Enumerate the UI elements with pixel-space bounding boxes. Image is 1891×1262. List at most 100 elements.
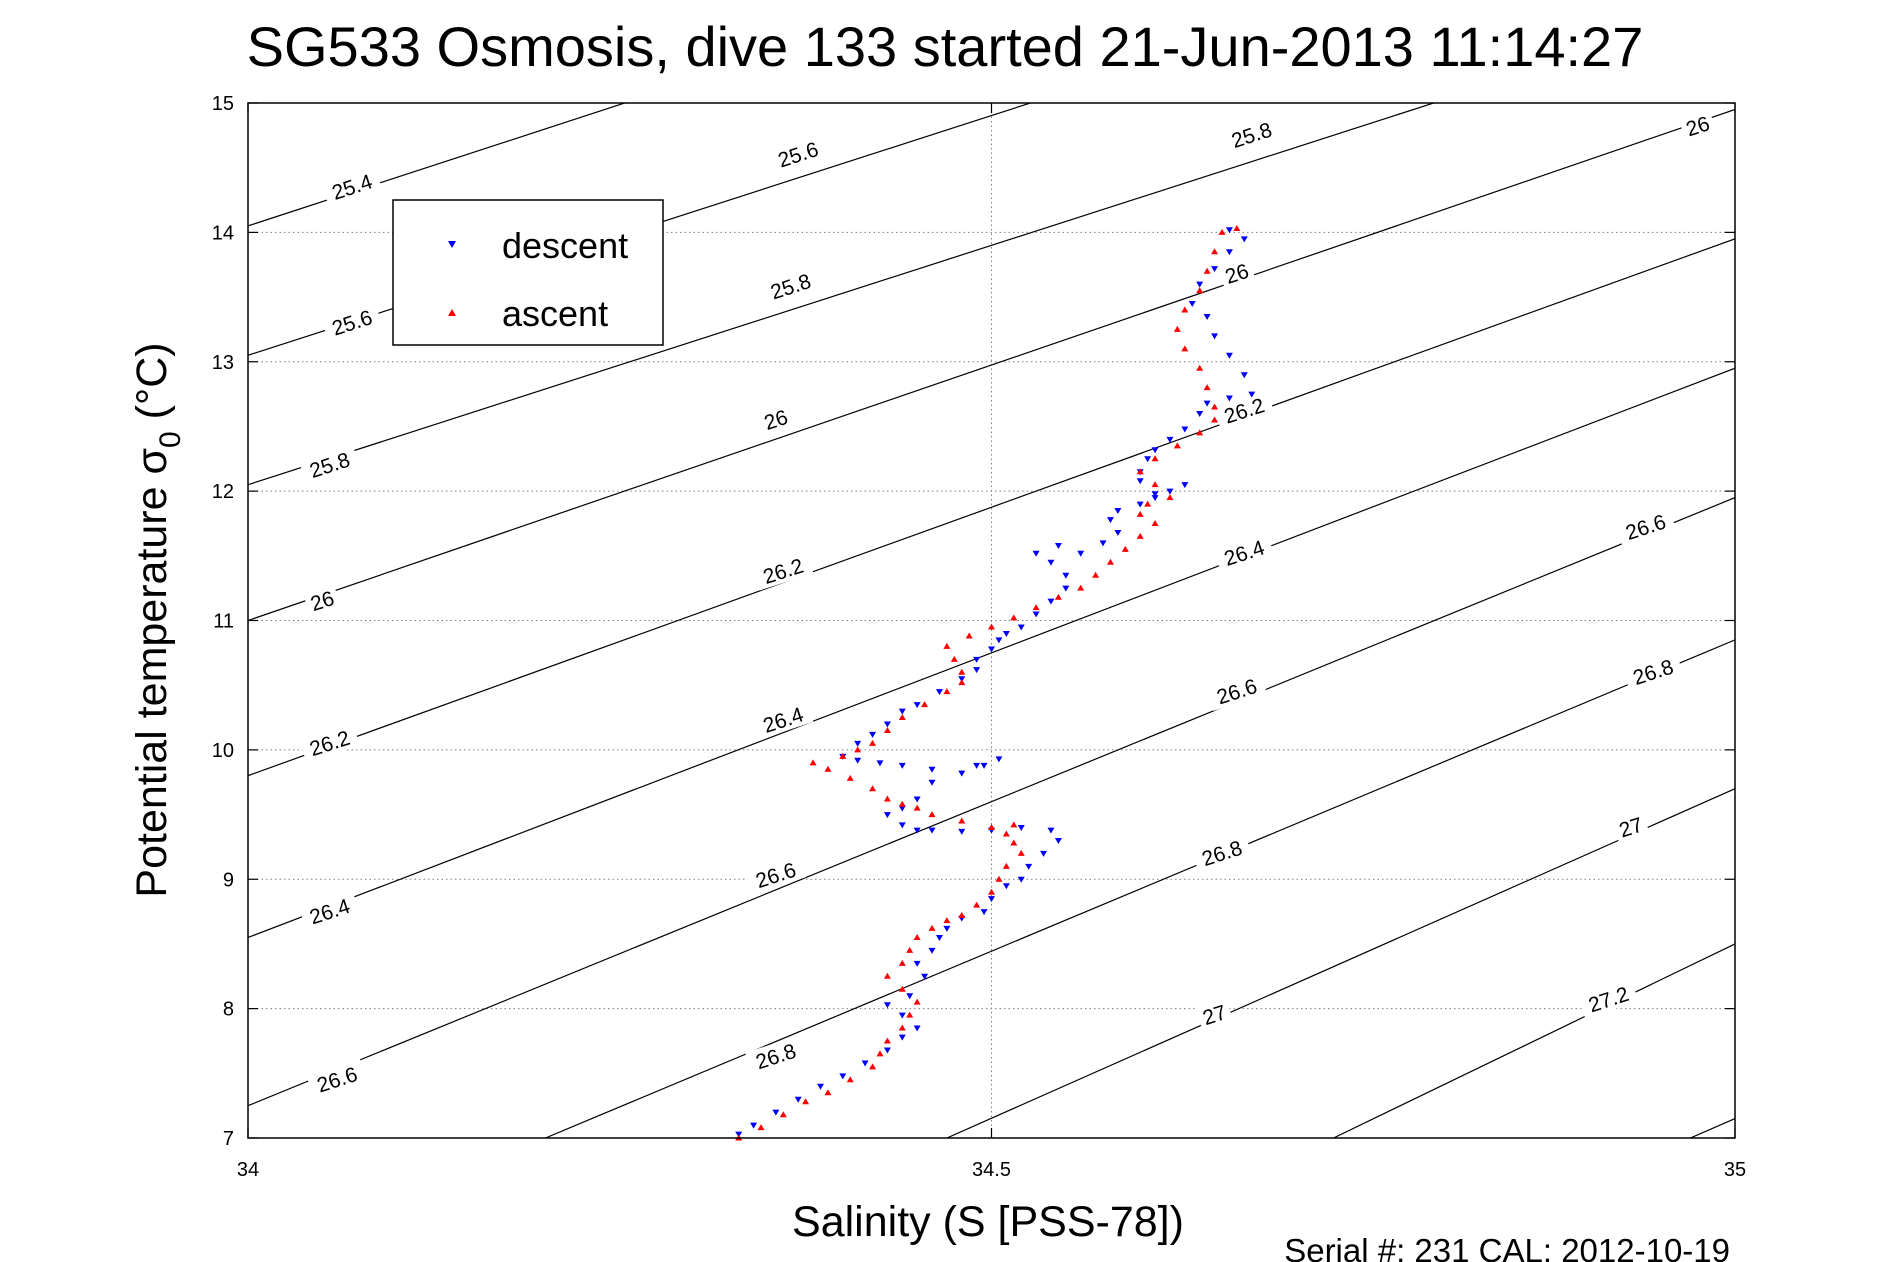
contour-label-bg xyxy=(1195,997,1234,1031)
data-point-ascent xyxy=(854,746,862,753)
contour-label-bg xyxy=(1577,978,1639,1019)
contour-label-bg xyxy=(745,1035,806,1076)
contour-label: 26.8 xyxy=(1622,651,1684,692)
data-point-descent xyxy=(1181,426,1189,433)
data-point-descent xyxy=(1136,478,1144,485)
data-point-ascent xyxy=(1181,306,1189,313)
data-point-ascent xyxy=(1144,500,1152,507)
contour-label: 26.2 xyxy=(1213,389,1275,431)
x-tick-label: 35 xyxy=(1724,1159,1746,1181)
contour-line xyxy=(248,497,1735,1107)
contour-label: 25.8 xyxy=(299,444,360,485)
data-point-descent xyxy=(973,656,981,663)
data-point-descent xyxy=(1032,550,1040,557)
contour-label: 26.8 xyxy=(1191,832,1253,873)
data-point-descent xyxy=(1017,624,1025,631)
y-tick-label: 12 xyxy=(212,481,234,503)
legend-label-ascent: ascent xyxy=(502,293,608,334)
data-point-descent xyxy=(1144,456,1152,463)
data-point-descent xyxy=(980,909,988,916)
legend-box xyxy=(392,199,664,346)
data-point-ascent xyxy=(906,946,914,953)
data-point-ascent xyxy=(1151,519,1159,526)
data-point-descent xyxy=(988,646,995,653)
data-point-descent xyxy=(906,993,914,1000)
data-point-descent xyxy=(935,934,943,941)
y-tick-label: 15 xyxy=(212,93,234,115)
data-point-descent xyxy=(1151,495,1159,502)
data-point-descent xyxy=(1025,863,1033,870)
data-point-descent xyxy=(1225,395,1233,402)
contour-label-text: 26.2 xyxy=(760,555,806,590)
data-point-descent xyxy=(898,805,906,812)
y-tick-label: 8 xyxy=(223,999,234,1021)
contour-label: 26.4 xyxy=(752,699,814,740)
data-point-descent xyxy=(913,960,921,967)
data-point-ascent xyxy=(869,1063,877,1070)
contour-label-text: 25.6 xyxy=(329,306,375,341)
data-point-descent xyxy=(913,702,921,709)
contour-label-bg xyxy=(299,444,360,485)
data-point-ascent xyxy=(988,888,995,895)
contour-line xyxy=(248,108,1735,622)
data-point-descent xyxy=(883,1047,891,1054)
data-point-ascent xyxy=(1151,481,1159,488)
footer-serial-cal: Serial #: 231 CAL: 2012-10-19 xyxy=(1284,1232,1730,1262)
y-tick-label: 14 xyxy=(212,222,234,244)
data-point-descent xyxy=(928,947,936,954)
data-point-ascent xyxy=(995,875,1003,882)
contour-label-bg xyxy=(1611,810,1650,843)
data-point-descent xyxy=(958,770,966,777)
data-point-ascent xyxy=(1196,429,1204,436)
contour-label-text: 25.8 xyxy=(768,270,814,305)
legend-label-descent: descent xyxy=(502,225,628,266)
data-point-descent xyxy=(1099,540,1107,547)
data-point-ascent xyxy=(1002,862,1010,869)
data-point-descent xyxy=(1196,281,1204,288)
data-point-ascent xyxy=(913,933,921,940)
data-point-ascent xyxy=(1010,839,1018,846)
contour-label-bg xyxy=(299,722,360,763)
data-point-descent xyxy=(1151,447,1159,454)
data-point-descent xyxy=(816,1083,824,1090)
contour-label: 26 xyxy=(756,402,795,436)
data-point-descent xyxy=(1196,411,1204,417)
y-tick-label: 10 xyxy=(212,740,234,762)
contour-label-bg xyxy=(321,166,383,207)
contour-label: 27.2 xyxy=(1577,978,1639,1019)
data-point-descent xyxy=(1188,301,1196,308)
contour-label-bg xyxy=(756,402,795,436)
contour-label-bg xyxy=(1213,532,1275,573)
data-point-descent xyxy=(1211,333,1219,340)
data-point-ascent xyxy=(1010,821,1018,828)
y-tick-label: 9 xyxy=(223,869,234,891)
data-point-ascent xyxy=(943,688,951,695)
data-point-descent xyxy=(898,762,906,769)
x-axis-label: Salinity (S [PSS-78]) xyxy=(792,1198,1184,1246)
contour-label-bg xyxy=(1206,670,1267,711)
contour-label-text: 26.4 xyxy=(307,895,353,930)
contour-label-bg xyxy=(745,854,806,895)
contour-label-text: 25.8 xyxy=(1229,119,1275,154)
contour-label-bg xyxy=(752,699,814,740)
contour-line xyxy=(1333,943,1735,1138)
data-point-descent xyxy=(995,756,1003,763)
data-point-ascent xyxy=(846,774,854,781)
legend-marker-ascent xyxy=(448,309,456,316)
contour-label-bg xyxy=(1615,506,1676,547)
data-point-descent xyxy=(898,1034,906,1041)
data-point-descent xyxy=(1203,313,1211,320)
data-point-ascent xyxy=(824,765,832,772)
data-point-descent xyxy=(988,896,995,903)
grid xyxy=(248,103,1735,1138)
data-point-ascent xyxy=(846,1076,854,1083)
data-point-ascent xyxy=(883,972,891,979)
data-point-ascent xyxy=(1017,849,1025,856)
contour-label-text: 26.6 xyxy=(314,1063,360,1098)
contour-label-text: 26.4 xyxy=(1221,536,1267,571)
x-tick-label: 34.5 xyxy=(972,1159,1011,1181)
y-axis-label-space xyxy=(128,419,176,431)
data-point-ascent xyxy=(943,917,951,924)
data-point-descent xyxy=(1240,236,1248,243)
data-point-ascent xyxy=(1136,510,1144,517)
